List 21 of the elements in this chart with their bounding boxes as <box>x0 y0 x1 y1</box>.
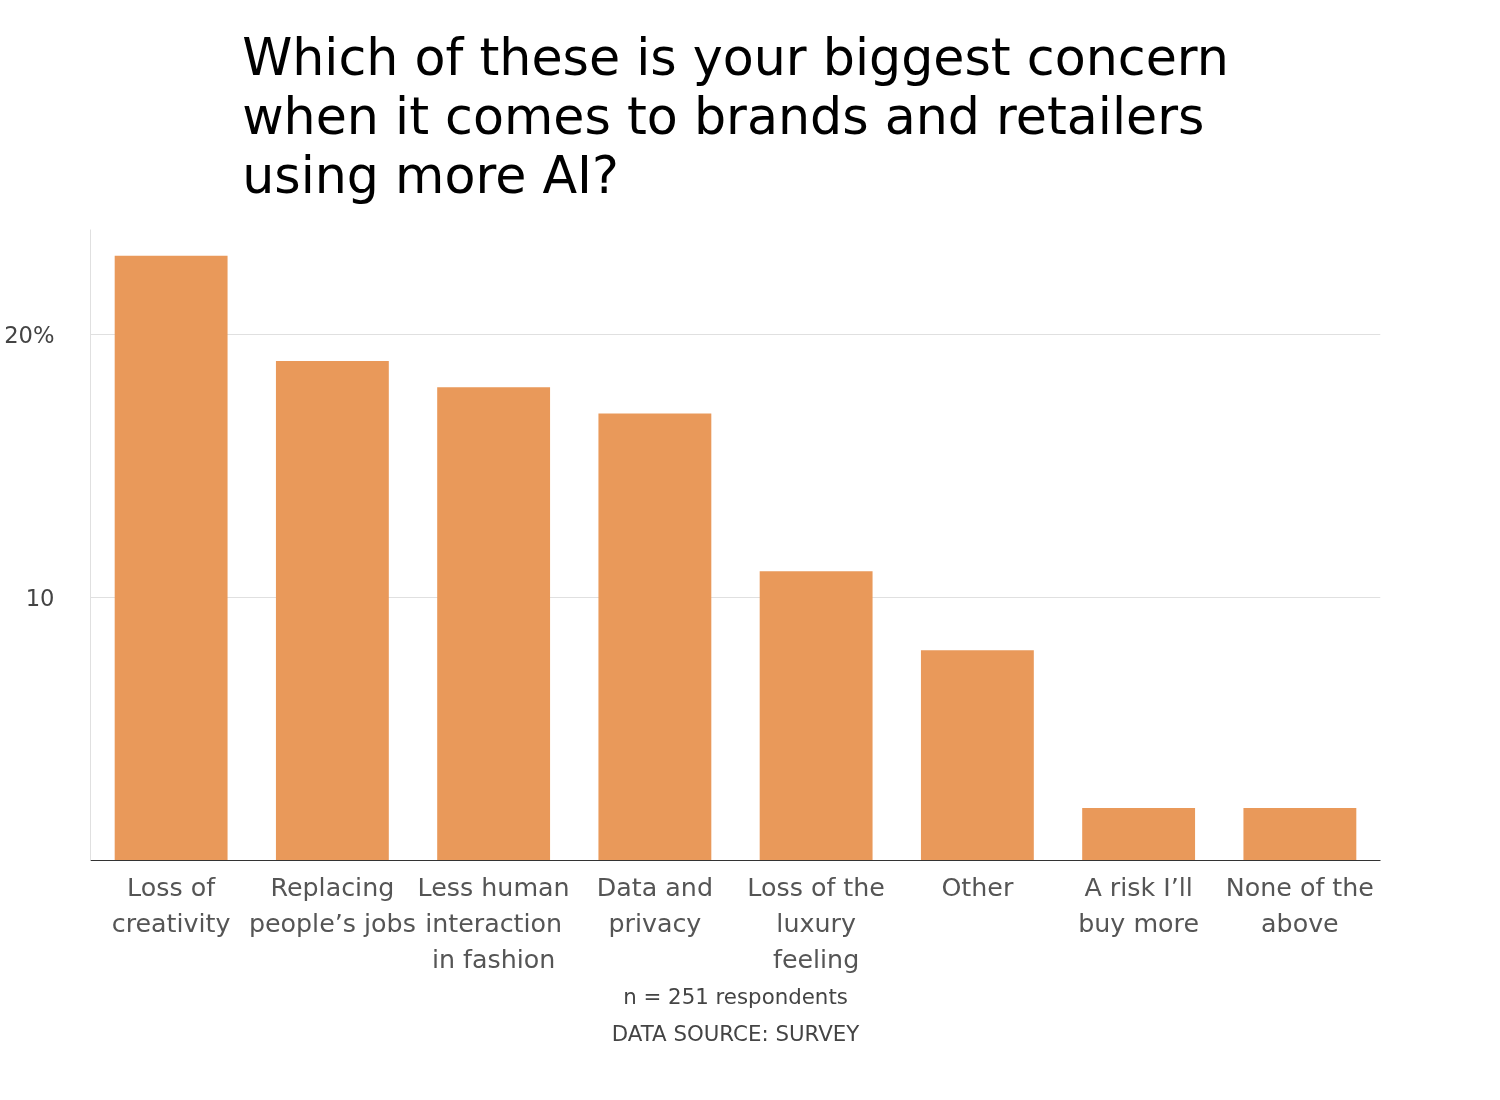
bar <box>275 360 389 861</box>
bar <box>759 571 873 861</box>
x-tick-label: Less human interaction in fashion <box>417 871 570 974</box>
bar <box>1243 807 1357 861</box>
x-tick-label: Loss of the luxury feeling <box>747 871 885 974</box>
y-tick-label: 10 <box>25 584 55 611</box>
bar <box>114 255 228 861</box>
bar <box>598 413 712 861</box>
x-tick-label: Data and privacy <box>596 871 713 938</box>
chart-title: Which of these is your biggest concern when it comes to brands and retailers using more AI? <box>242 27 1229 205</box>
x-tick-label: None of the above <box>1225 871 1374 938</box>
x-tick-label: Loss of creativity <box>111 871 231 938</box>
text: n = 251 respondents <box>623 983 848 1009</box>
x-tick-label: Other <box>941 871 1014 902</box>
x-tick-label: A risk I’ll buy more <box>1078 871 1200 938</box>
y-tick-label: 20% <box>4 321 55 348</box>
source-note: DATA SOURCE: SURVEY <box>611 1020 861 1046</box>
bar <box>1082 807 1196 861</box>
x-tick-label: Replacing people’s jobs <box>248 871 416 938</box>
bar <box>920 650 1034 861</box>
bar <box>437 387 551 861</box>
